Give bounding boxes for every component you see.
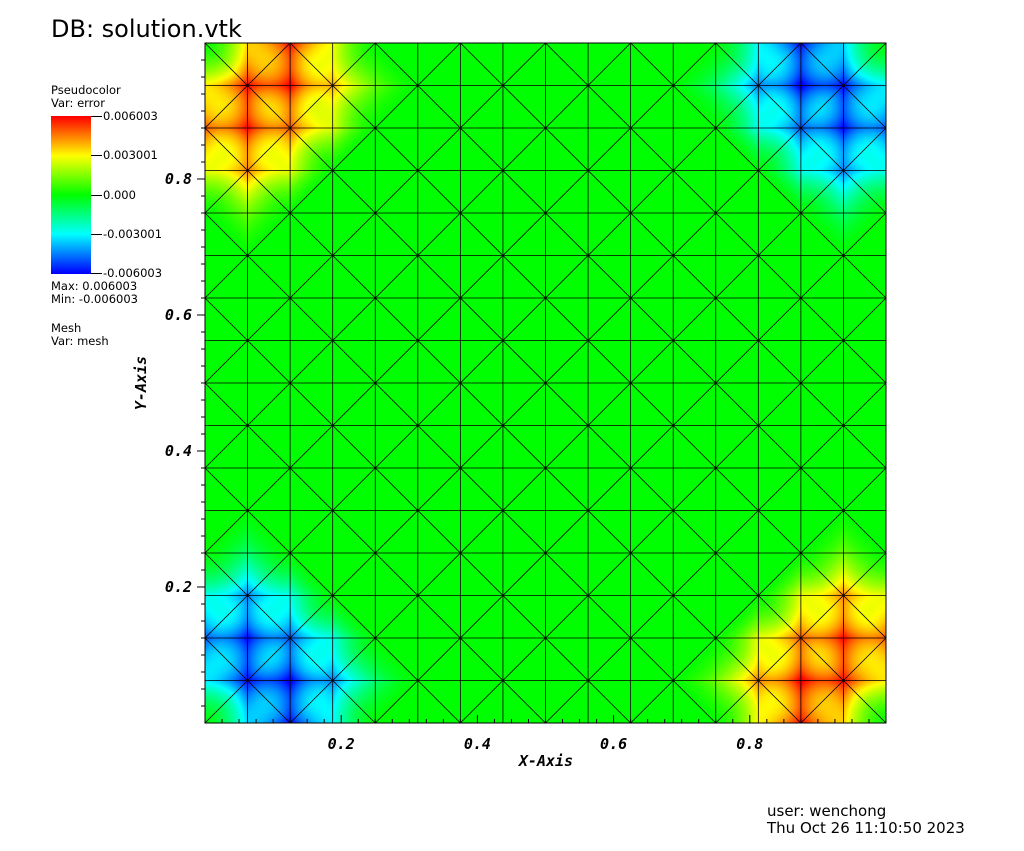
x-axis-label: X-Axis xyxy=(517,752,573,770)
y-tick-label: 0.2 xyxy=(165,578,192,596)
mesh-lines xyxy=(204,42,887,724)
colorbar-tick xyxy=(91,155,102,156)
colorbar-tick-label: 0.006003 xyxy=(103,109,158,123)
colorbar xyxy=(51,116,91,274)
x-tick-label: 0.2 xyxy=(328,735,355,753)
mesh-line-antidiagonal xyxy=(204,127,802,724)
colorbar-tick xyxy=(91,273,102,274)
mesh-line-antidiagonal xyxy=(204,467,461,724)
mesh-line-antidiagonal xyxy=(204,42,887,724)
x-tick-label: 0.4 xyxy=(464,735,491,753)
mesh-label: Mesh xyxy=(51,321,82,335)
mesh-line-antidiagonal xyxy=(630,42,887,299)
mesh-line-antidiagonal xyxy=(460,42,887,469)
pseudocolor-var: Var: error xyxy=(51,96,105,110)
mesh-line-antidiagonal xyxy=(715,42,887,214)
mesh-var: Var: mesh xyxy=(51,334,109,348)
colorbar-tick-label: -0.003001 xyxy=(103,227,163,241)
mesh-line-antidiagonal xyxy=(204,382,546,724)
footer-user: user: wenchong xyxy=(767,802,887,820)
x-tick-label: 0.6 xyxy=(600,735,627,753)
mesh-line-antidiagonal xyxy=(204,552,376,724)
mesh-line-antidiagonal xyxy=(204,637,291,724)
mesh-line-antidiagonal xyxy=(800,42,887,129)
colorbar-tick-label: 0.000 xyxy=(103,188,136,202)
axis-ticks xyxy=(197,59,870,723)
mesh-line-antidiagonal xyxy=(545,42,887,384)
colorbar-tick xyxy=(91,195,102,196)
colorbar-tick-label: 0.003001 xyxy=(103,148,158,162)
pseudocolor-label: Pseudocolor xyxy=(51,83,121,97)
y-tick-label: 0.6 xyxy=(165,306,192,324)
colorbar-tick xyxy=(91,234,102,235)
y-axis-label: Y-Axis xyxy=(132,356,150,410)
mesh-line-antidiagonal xyxy=(374,42,887,554)
y-tick-label: 0.4 xyxy=(165,442,192,460)
mesh-line-antidiagonal xyxy=(289,42,887,639)
footer-timestamp: Thu Oct 26 11:10:50 2023 xyxy=(767,819,965,837)
mesh-line-antidiagonal xyxy=(204,212,717,724)
x-tick-label: 0.8 xyxy=(736,735,763,753)
mesh-line-antidiagonal xyxy=(204,297,631,724)
max-label: Max: 0.006003 xyxy=(51,279,138,293)
min-label: Min: -0.006003 xyxy=(51,292,138,306)
page-title: DB: solution.vtk xyxy=(51,15,242,43)
y-tick-label: 0.8 xyxy=(165,170,192,188)
colorbar-tick-label: -0.006003 xyxy=(103,266,163,280)
colorbar-tick xyxy=(91,116,102,117)
